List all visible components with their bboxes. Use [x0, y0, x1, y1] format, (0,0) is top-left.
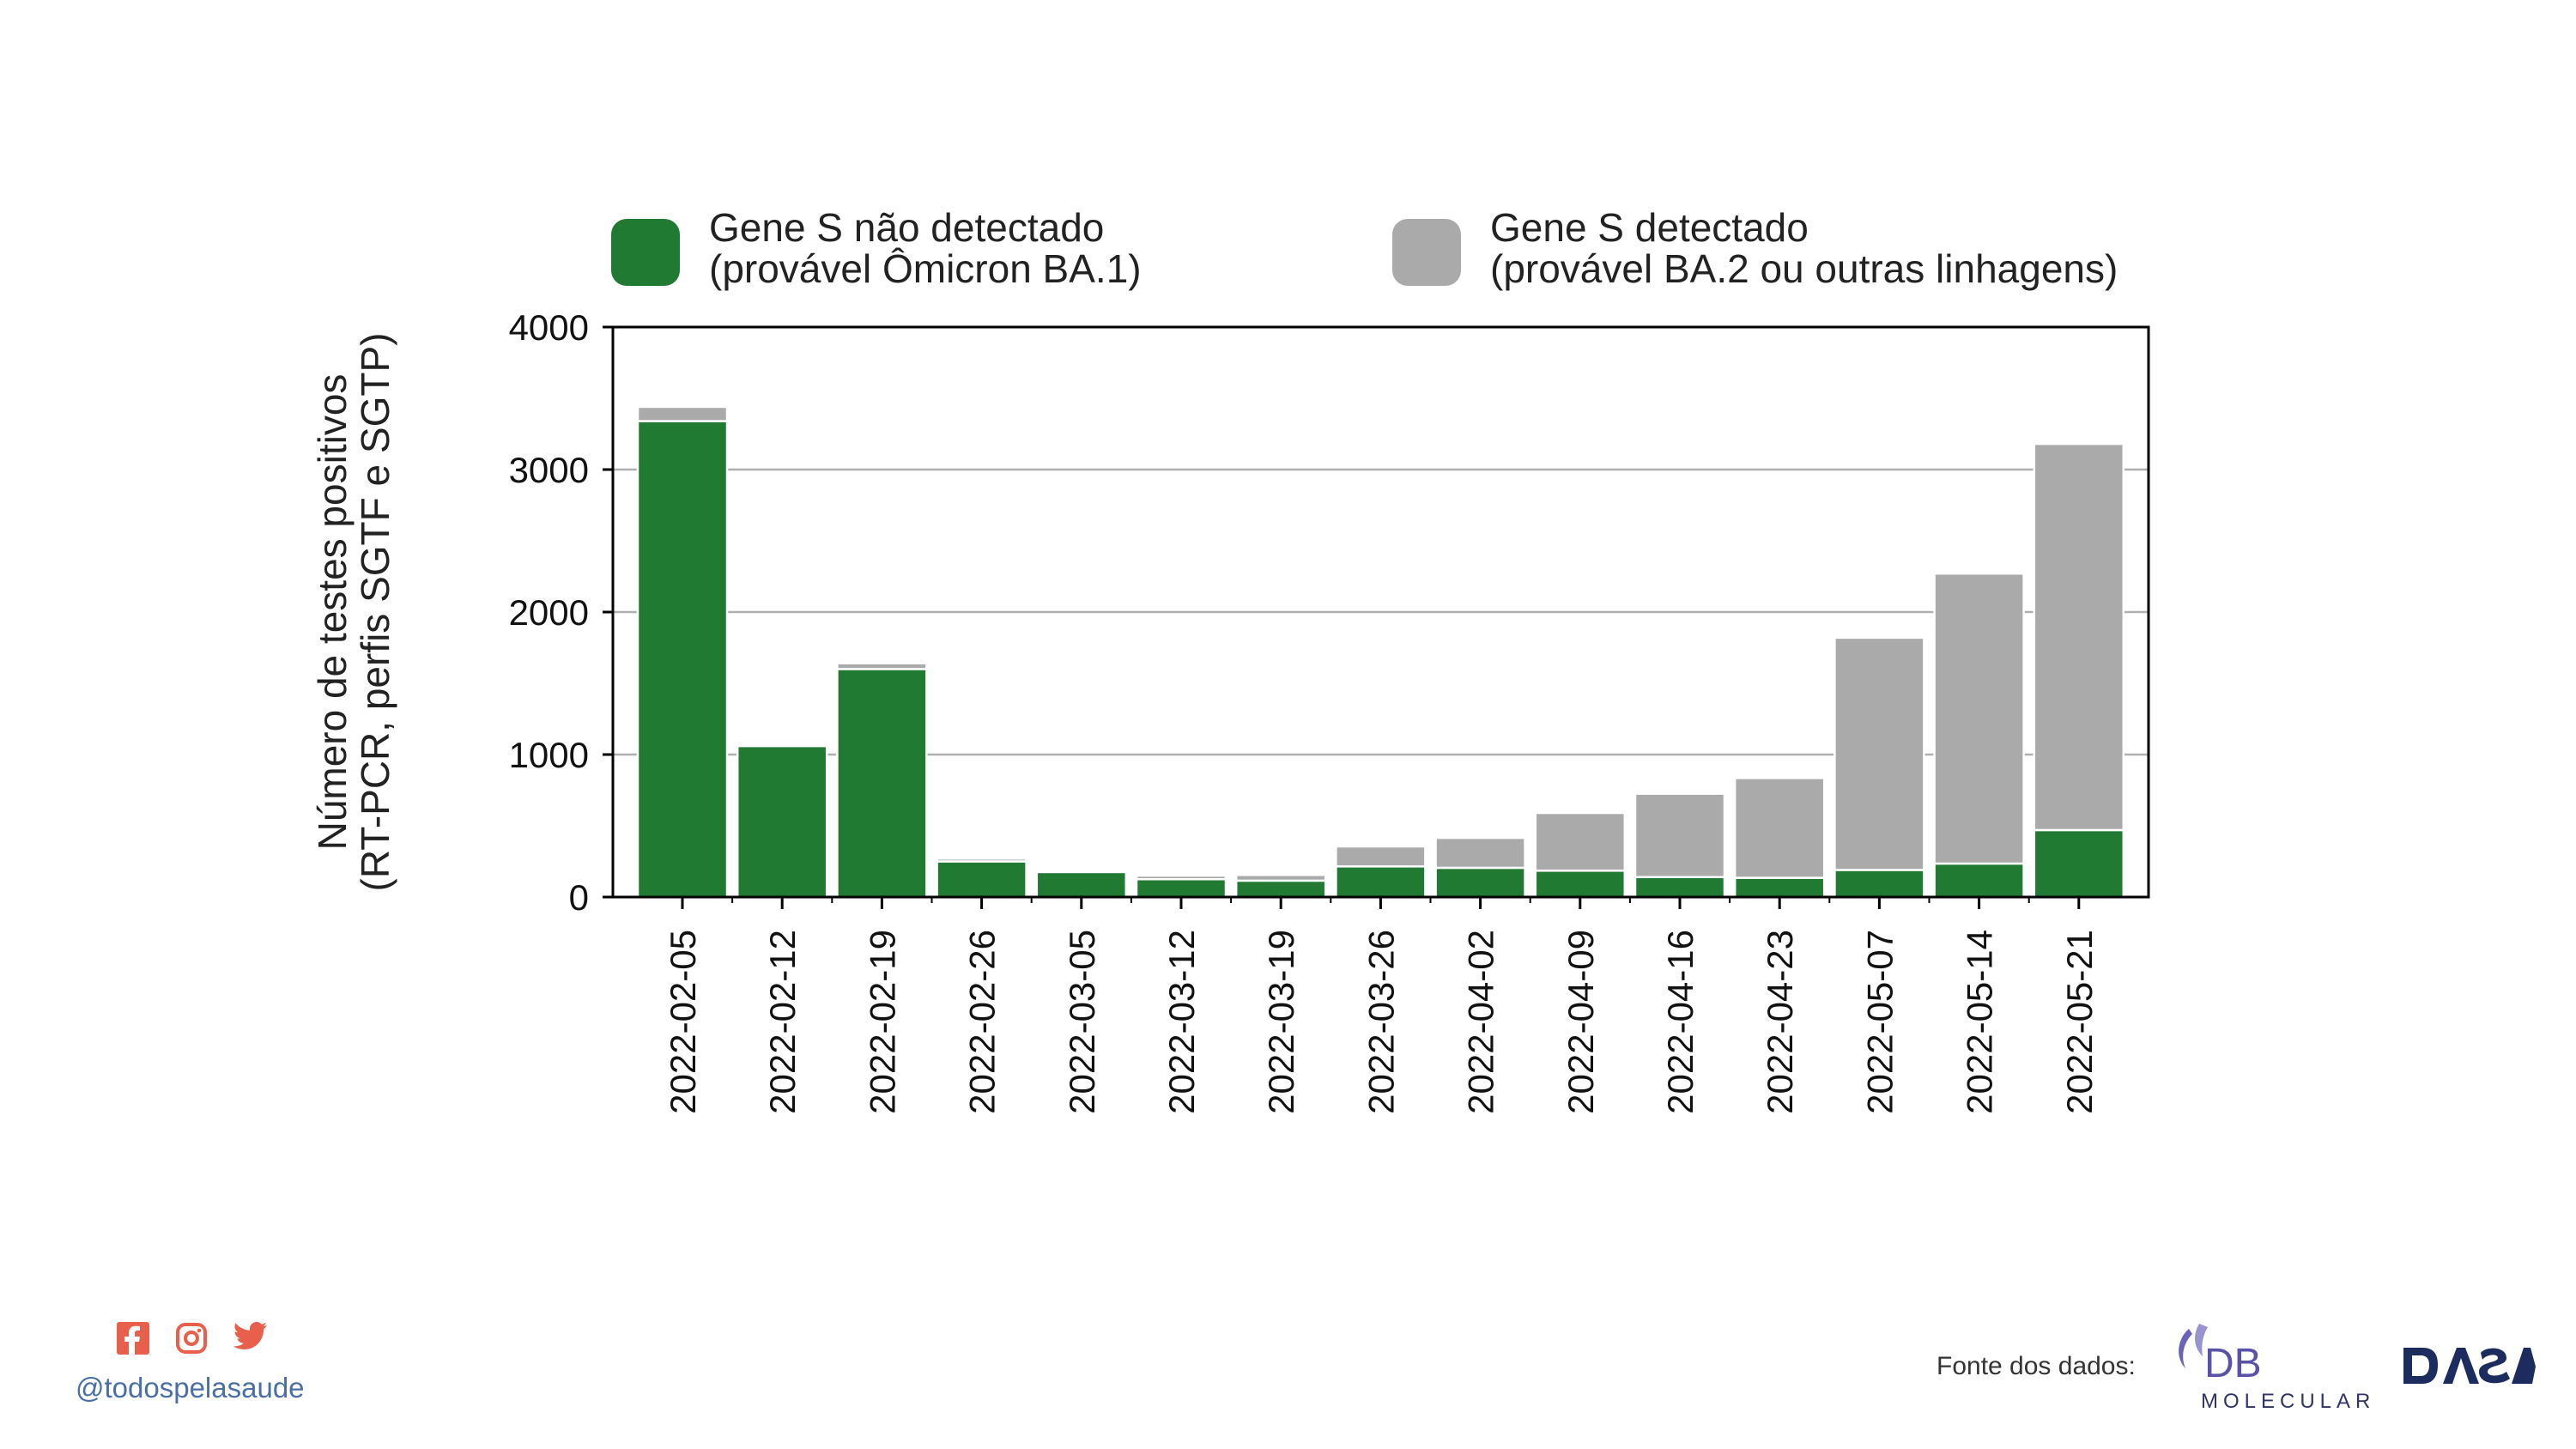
- x-tick-label: 2022-03-19: [1261, 930, 1301, 1114]
- x-tick-label: 2022-03-05: [1062, 930, 1102, 1114]
- x-tick-label: 2022-02-05: [663, 930, 703, 1114]
- social-icons: [117, 1322, 330, 1355]
- bar-segment-series-1: [836, 668, 928, 899]
- chart-legend: Gene S não detectado(provável Ômicron BA…: [611, 205, 2118, 291]
- bar-segment-series-2: [636, 405, 729, 422]
- bar-segment-series-1: [1633, 876, 1726, 899]
- bar-segment-series-2: [1834, 636, 1925, 871]
- bar-segment-series-2: [1733, 777, 1826, 879]
- x-tick-label: 2022-05-14: [1960, 930, 2000, 1114]
- bar-segment-series-1: [736, 744, 828, 899]
- bar-segment-series-1: [1335, 865, 1427, 899]
- bar-segment-series-2: [1434, 836, 1526, 870]
- bar-segment-series-2: [1933, 572, 2025, 865]
- bar-segment-series-1: [1534, 870, 1627, 899]
- legend-label: (provável Ômicron BA.1): [709, 246, 1142, 291]
- bars: [636, 405, 2125, 899]
- bar-segment-series-1: [1834, 869, 1925, 899]
- bar-segment-series-2: [936, 857, 1027, 863]
- bar-segment-series-1: [1434, 866, 1526, 899]
- bar-segment-series-1: [1035, 870, 1128, 899]
- legend-label: (provável BA.2 ou outras linhagens): [1490, 246, 2118, 291]
- facebook-icon[interactable]: [117, 1322, 149, 1355]
- instagram-icon[interactable]: [175, 1322, 208, 1355]
- bar-segment-series-2: [2033, 442, 2125, 832]
- y-tick-label: 2000: [509, 592, 589, 633]
- bar-segment-series-2: [1534, 811, 1627, 872]
- legend-swatch: [611, 219, 680, 286]
- bar-segment-series-2: [736, 743, 828, 748]
- legend-label: Gene S não detectado: [709, 205, 1104, 250]
- bar-segment-series-1: [1234, 879, 1327, 899]
- y-tick-label: 3000: [509, 450, 589, 490]
- bar-segment-series-1: [1933, 862, 2025, 899]
- y-tick-label: 0: [569, 877, 589, 918]
- dasa-logo: [2398, 1341, 2536, 1397]
- bar-segment-series-1: [636, 420, 729, 899]
- x-tick-label: 2022-05-21: [2059, 930, 2100, 1114]
- db-molecular-logo: DB MOLECULAR: [2173, 1322, 2379, 1421]
- svg-text:MOLECULAR: MOLECULAR: [2201, 1390, 2375, 1413]
- x-tick-label: 2022-04-09: [1561, 930, 1601, 1114]
- y-axis-label-line: (RT-PCR, perfis SGTF e SGTP): [353, 333, 397, 892]
- bar-segment-series-2: [1234, 874, 1327, 882]
- y-axis: 0 1000 2000 3000 4000: [509, 307, 613, 918]
- x-axis: 2022-02-05 2022-02-12 2022-02-19 2022-02-26…: [663, 897, 2100, 1114]
- bar-segment-series-1: [2033, 828, 2125, 899]
- y-axis-label: Número de testes positivos(RT-PCR, perfi…: [310, 333, 397, 892]
- x-tick-label: 2022-02-26: [962, 930, 1003, 1114]
- social-handle[interactable]: @todospelasaude: [76, 1372, 305, 1404]
- x-tick-label: 2022-03-12: [1161, 930, 1202, 1114]
- bar-segment-series-1: [936, 860, 1027, 899]
- y-tick-label: 1000: [509, 735, 589, 775]
- bar-segment-series-1: [1733, 876, 1826, 899]
- x-tick-label: 2022-02-12: [762, 930, 803, 1114]
- y-axis-label-line: Número de testes positivos: [310, 374, 355, 851]
- social-footer: @todospelasaude: [72, 1322, 330, 1404]
- x-tick-label: 2022-04-23: [1760, 930, 1800, 1114]
- x-tick-label: 2022-02-19: [862, 930, 902, 1114]
- x-tick-label: 2022-04-16: [1660, 930, 1700, 1114]
- bar-segment-series-2: [1135, 874, 1227, 881]
- bar-segment-series-1: [1135, 878, 1227, 899]
- bar-segment-series-2: [836, 662, 928, 670]
- twitter-icon[interactable]: [233, 1322, 268, 1355]
- bar-segment-series-2: [1335, 845, 1427, 868]
- bar-segment-series-2: [1633, 792, 1726, 879]
- legend-swatch: [1392, 219, 1461, 286]
- x-tick-label: 2022-05-07: [1859, 930, 1900, 1114]
- svg-text:DB: DB: [2204, 1341, 2262, 1386]
- legend-label: Gene S detectado: [1490, 205, 1809, 250]
- y-tick-label: 4000: [509, 307, 589, 348]
- data-source-label: Fonte dos dados:: [1937, 1352, 2136, 1380]
- x-tick-label: 2022-04-02: [1461, 930, 1501, 1114]
- x-tick-label: 2022-03-26: [1361, 930, 1401, 1114]
